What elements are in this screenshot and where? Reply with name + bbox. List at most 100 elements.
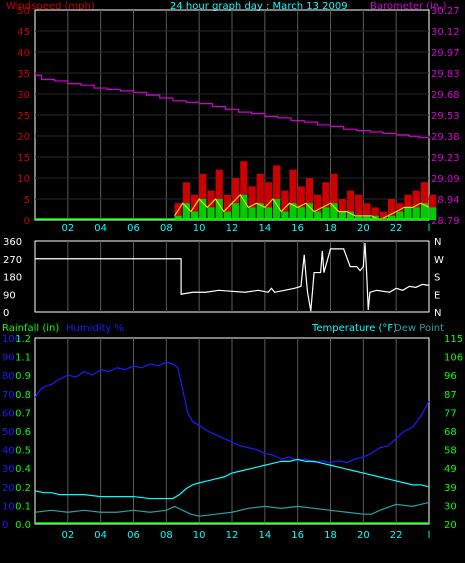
wind-baro-panel: Windspeed (mph) 24 hour graph day : Marc… [6, 1, 460, 234]
humidity-y-tick: 0 [2, 520, 8, 531]
wind-gust-bar [273, 165, 281, 220]
wind-avg-bar [297, 207, 305, 220]
windspeed-y-tick: 40 [17, 48, 30, 59]
wind-baro-x-ticks: 02 04 06 08 10 12 14 16 18 20 22 l [61, 223, 430, 234]
compass-y-tick: W [434, 255, 444, 266]
barometer-y-tick: 29.53 [431, 111, 460, 122]
wind-avg-bar [281, 211, 289, 220]
wind-avg-bar [338, 211, 346, 220]
wind-avg-bar [412, 207, 420, 220]
temperature-y-tick: 39 [444, 483, 457, 494]
wind-avg-bar [182, 203, 190, 220]
direction-y-tick: 360 [3, 237, 22, 248]
rainfall-y-tick: 0.6 [15, 427, 31, 438]
wind-gust-bar [346, 190, 355, 220]
temperature-y-tick: 30 [444, 501, 457, 512]
wind-avg-bar [240, 194, 248, 220]
wind-avg-bar [330, 203, 338, 220]
wind-avg-bar [420, 203, 428, 220]
chart-title: 24 hour graph day : March 13 2009 [170, 1, 348, 12]
wind-avg-bar [305, 203, 314, 220]
compass-y-tick: N [434, 237, 441, 248]
windspeed-y-tick: 0 [24, 216, 30, 227]
windspeed-y-tick: 35 [17, 69, 30, 80]
temperature-y-tick: 68 [444, 427, 457, 438]
wind-baro-x-tick: 20 [357, 223, 370, 234]
humidity-y-tick: 40 [2, 446, 15, 457]
rainfall-y-tick: 0.4 [15, 464, 31, 475]
rain-humidity-temp-x-tick: 20 [357, 530, 370, 541]
wind-baro-x-tick: 04 [94, 223, 107, 234]
humidity-y-tick: 90 [2, 353, 15, 364]
wind-gust-bar [314, 194, 322, 220]
compass-y-tick: E [434, 290, 440, 301]
wind-avg-bar [355, 215, 363, 220]
humidity-y-tick: 100 [2, 334, 21, 345]
dewpoint-axis-label: Dew Point [394, 323, 444, 334]
barometer-y-tick: 29.97 [431, 48, 460, 59]
wind-baro-series [35, 74, 437, 221]
wind-gust-bar [174, 203, 182, 220]
wind-avg-bar [289, 203, 297, 220]
humidity-y-tick: 60 [2, 408, 15, 419]
rain-humidity-temp-x-ticks: 02 04 06 08 10 12 14 16 18 20 22 l [61, 530, 430, 541]
humidity-y-tick: 30 [2, 464, 15, 475]
barometer-y-tick: 28.79 [431, 216, 460, 227]
barometer-y-tick: 29.09 [431, 174, 460, 185]
temperature-y-tick: 96 [444, 371, 457, 382]
wind-gust-bar [182, 182, 190, 220]
rain-humidity-temp-x-tick: 16 [291, 530, 304, 541]
wind-gust-bar [215, 169, 223, 220]
wind-gust-bar [355, 194, 363, 220]
wind-baro-x-tick: 06 [127, 223, 140, 234]
humidity-line [34, 361, 430, 464]
dewpoint-line [34, 501, 430, 517]
wind-avg-bar [396, 211, 404, 220]
wind-gust-bar [305, 178, 314, 220]
wind-gust-bar [371, 207, 379, 220]
temperature-y-tick: 58 [444, 446, 457, 457]
rain-humidity-temp-series [34, 361, 430, 524]
barometer-y-tick: 29.38 [431, 132, 460, 143]
wind-gust-bar [387, 199, 396, 220]
direction-grid [67, 241, 397, 312]
humidity-y-tick: 80 [2, 371, 15, 382]
rainfall-y-tick: 0.1 [15, 501, 31, 512]
temperature-y-tick: 106 [444, 353, 463, 364]
wind-gust-bar [248, 186, 256, 220]
temperature-y-tick: 87 [444, 390, 457, 401]
windspeed-y-tick: 30 [17, 90, 30, 101]
rainfall-y-ticks: 1.2 1.1 0.9 0.8 0.7 0.6 0.5 0.4 0.2 0.1 0.0 [15, 334, 31, 531]
barometer-line [35, 74, 430, 139]
wind-avg-bar [215, 199, 223, 220]
wind-gust-bar [363, 203, 371, 220]
wind-avg-bar [387, 215, 396, 220]
wind-avg-line [174, 193, 430, 221]
rain-humidity-temp-x-tick: 02 [61, 530, 74, 541]
wind-gust-bar [240, 161, 248, 220]
wind-avg-bar [346, 211, 355, 220]
humidity-y-tick: 20 [2, 483, 15, 494]
wind-baro-x-tick: 10 [193, 223, 206, 234]
barometer-axis-label: Barometer (in.) [370, 1, 446, 12]
wind-gust-bar [199, 173, 207, 220]
windspeed-y-tick: 10 [17, 174, 30, 185]
wind-avg-bar [190, 211, 199, 220]
wind-gust-bar [207, 190, 215, 220]
wind-avg-bar [322, 207, 330, 220]
direction-series [35, 242, 430, 312]
wind-baro-x-tick: 12 [226, 223, 239, 234]
windspeed-y-tick: 15 [17, 153, 30, 164]
direction-line [35, 242, 430, 312]
rainfall-y-tick: 1.2 [15, 334, 31, 345]
windspeed-y-tick: 50 [17, 6, 30, 17]
temperature-y-tick: 77 [444, 408, 457, 419]
compass-y-tick: S [434, 273, 440, 284]
rainfall-y-tick: 0.7 [15, 408, 31, 419]
rain-humidity-temp-panel: Rainfall (in) Humidity % Temperature (°F… [2, 323, 463, 541]
wind-avg-bar [363, 215, 371, 220]
wind-gust-bar [281, 190, 289, 220]
